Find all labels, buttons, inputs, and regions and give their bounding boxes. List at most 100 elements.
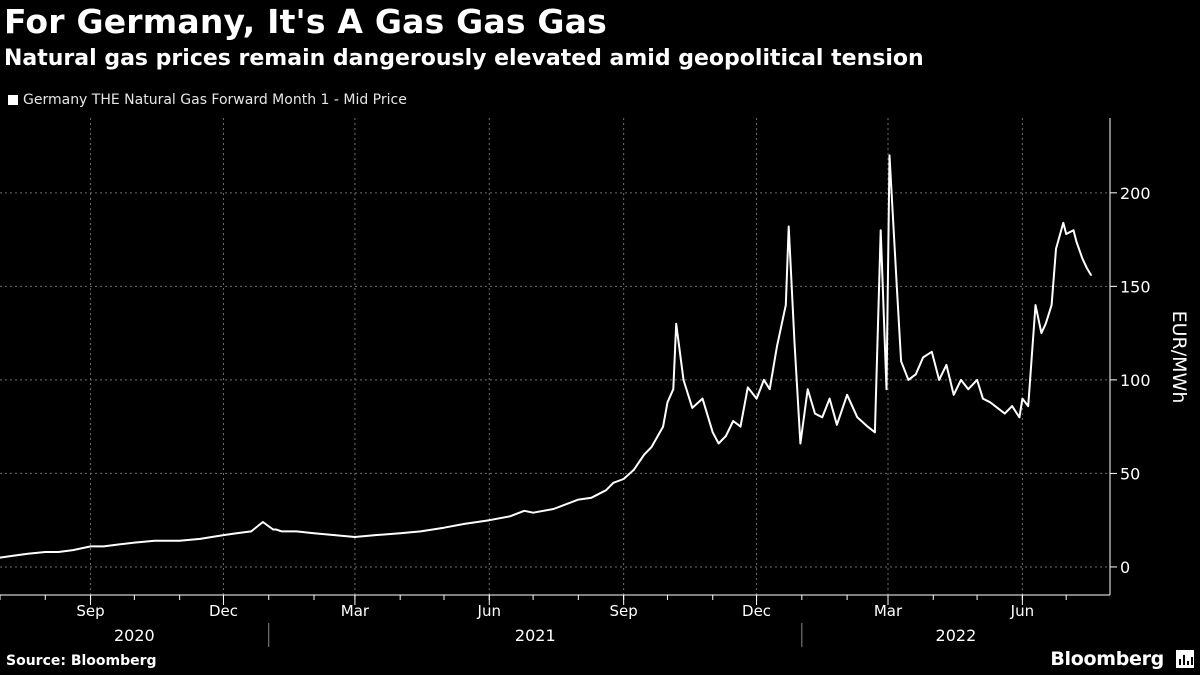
data-point	[281, 530, 283, 533]
data-point	[768, 388, 771, 391]
data-point	[915, 373, 917, 376]
data-point	[275, 528, 277, 531]
x-year-label: 2021	[515, 626, 556, 645]
chart-title: For Germany, It's A Gas Gas Gas	[4, 2, 607, 41]
data-point	[399, 532, 402, 535]
data-point	[1085, 266, 1088, 269]
data-point	[821, 416, 824, 419]
x-year-label: 2022	[936, 626, 977, 645]
source-note: Source: Bloomberg	[6, 653, 157, 669]
data-point	[945, 364, 948, 366]
data-point	[523, 510, 526, 512]
data-point	[12, 554, 14, 557]
data-point	[967, 388, 970, 391]
data-point	[295, 530, 298, 533]
data-point	[354, 536, 356, 538]
data-point	[952, 394, 955, 396]
x-tick-label: Sep	[610, 602, 638, 620]
data-point	[89, 545, 92, 548]
data-point	[888, 154, 891, 157]
data-point	[235, 532, 238, 535]
data-point	[785, 304, 787, 306]
data-point	[1062, 222, 1065, 224]
x-tick-label: Mar	[874, 602, 903, 620]
data-point	[1090, 274, 1092, 276]
data-point	[996, 407, 999, 409]
data-point	[1050, 304, 1053, 306]
data-point	[650, 446, 653, 449]
data-point	[976, 379, 978, 381]
data-point	[879, 229, 882, 231]
data-point	[1044, 323, 1047, 325]
data-point	[0, 556, 1, 559]
data-point	[896, 285, 898, 288]
x-tick-label: Mar	[341, 602, 370, 620]
x-tick-label: Dec	[742, 602, 771, 620]
data-point	[725, 435, 727, 437]
data-point	[874, 431, 876, 434]
data-point	[633, 468, 635, 471]
data-point	[907, 379, 910, 381]
x-tick-label: Dec	[209, 602, 238, 620]
data-point	[1081, 257, 1084, 260]
data-point	[1004, 412, 1006, 415]
data-point	[532, 511, 534, 514]
data-point	[643, 453, 645, 456]
y-tick-label: 100	[1120, 371, 1151, 390]
data-point	[787, 225, 790, 228]
data-point	[577, 498, 580, 501]
data-point	[900, 360, 902, 363]
data-point	[222, 534, 225, 536]
data-point	[960, 379, 962, 381]
series-line	[0, 154, 1092, 559]
data-point	[1065, 233, 1067, 235]
legend: Germany THE Natural Gas Forward Month 1 …	[8, 92, 407, 108]
data-point	[747, 386, 749, 389]
data-point	[374, 534, 377, 536]
data-point	[154, 540, 156, 542]
data-point	[1027, 405, 1029, 407]
data-point	[732, 420, 734, 422]
legend-swatch	[8, 95, 18, 105]
data-point	[133, 541, 136, 544]
data-point	[199, 538, 201, 540]
data-point	[922, 356, 924, 359]
data-point	[806, 388, 809, 391]
data-point	[1072, 229, 1075, 231]
data-point	[605, 489, 607, 492]
x-tick-label: Sep	[76, 602, 104, 620]
data-point	[1018, 416, 1021, 419]
data-point	[44, 551, 47, 553]
data-point	[846, 394, 848, 396]
data-point	[463, 523, 466, 525]
chart-subtitle: Natural gas prices remain dangerously el…	[4, 46, 924, 71]
data-point	[1021, 397, 1024, 400]
x-tick-label: Jun	[1010, 602, 1034, 620]
data-point	[27, 553, 29, 555]
data-point	[982, 397, 984, 400]
data-point	[666, 401, 669, 404]
data-point	[622, 478, 625, 480]
data-point	[989, 401, 991, 404]
data-point	[885, 388, 888, 391]
data-point	[313, 532, 315, 535]
data-point	[72, 549, 74, 551]
data-point	[1075, 240, 1078, 243]
data-point	[799, 442, 802, 445]
data-point	[419, 530, 422, 533]
data-point	[508, 515, 511, 518]
data-point	[739, 425, 742, 428]
data-point	[828, 397, 831, 400]
data-point	[691, 407, 694, 409]
data-point	[1011, 405, 1013, 407]
y-tick-label: 200	[1120, 184, 1151, 203]
y-tick-label: 0	[1120, 558, 1130, 577]
y-tick-label: 150	[1120, 277, 1151, 296]
data-point	[178, 540, 181, 542]
data-point	[814, 412, 816, 415]
x-tick-label: Jun	[477, 602, 501, 620]
data-point	[755, 397, 758, 400]
data-point	[612, 482, 615, 484]
data-point	[443, 526, 445, 529]
